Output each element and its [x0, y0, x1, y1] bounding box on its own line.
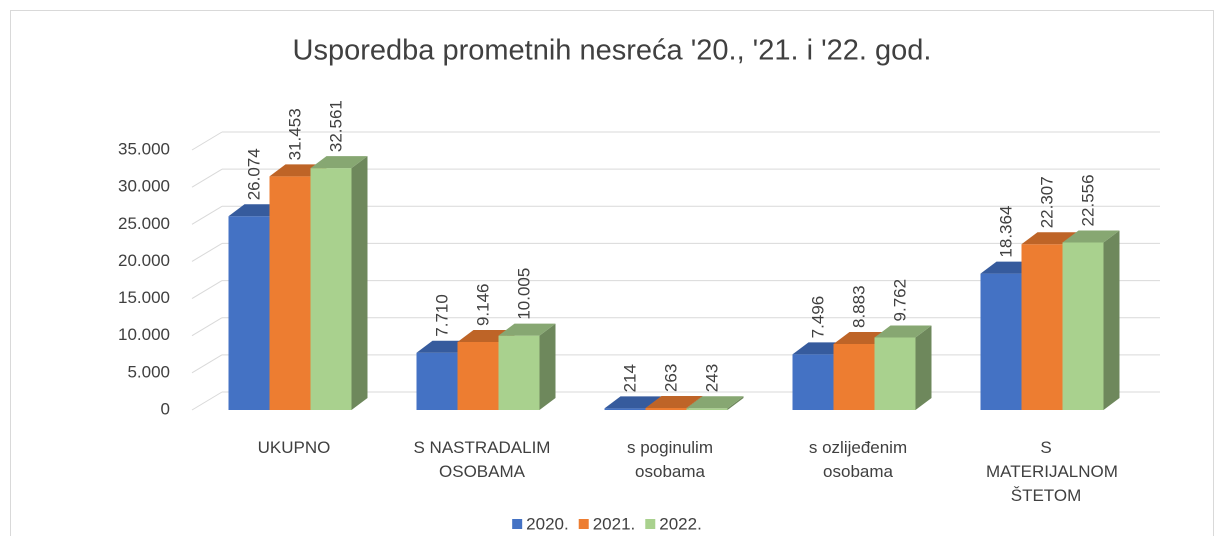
bar-front	[686, 408, 728, 410]
value-label: 18.364	[996, 206, 1015, 258]
bar	[686, 396, 744, 410]
bar-front	[874, 337, 916, 410]
bar-side	[727, 396, 744, 410]
grid-line-side	[191, 242, 223, 262]
value-label: 263	[661, 364, 680, 392]
bar-top	[645, 396, 703, 409]
bar-top	[1062, 230, 1120, 243]
value-label: 32.561	[326, 100, 345, 152]
bar-top	[310, 156, 368, 169]
y-tick-label: 0	[161, 399, 170, 418]
y-tick-label: 10.000	[118, 325, 170, 344]
bar-front	[457, 342, 499, 410]
x-tick-label: s ozlijeđenim osobama	[808, 438, 908, 481]
bar-top	[686, 396, 744, 409]
bar	[874, 325, 932, 410]
bar-front	[1062, 242, 1104, 410]
y-tick-label: 25.000	[118, 214, 170, 233]
value-label: 9.146	[473, 284, 492, 327]
legend-label: 2020.	[526, 514, 569, 533]
grid-line-side	[191, 280, 223, 300]
bar-front	[269, 176, 311, 410]
bar-side	[351, 156, 368, 410]
bar-side	[539, 323, 556, 410]
grid-line-side	[191, 168, 223, 188]
legend-swatch	[578, 519, 589, 529]
grid-line-side	[191, 391, 223, 411]
value-label: 214	[620, 364, 639, 392]
bar-front	[228, 216, 270, 410]
bar-front	[416, 352, 458, 410]
bar-top	[604, 396, 662, 409]
y-tick-label: 15.000	[118, 288, 170, 307]
value-label: 22.556	[1078, 174, 1097, 226]
bar-front	[833, 344, 875, 410]
bar-front	[604, 408, 646, 410]
x-tick-label: S MATERIJALNOM ŠTETOM	[986, 438, 1118, 505]
value-label: 22.307	[1037, 176, 1056, 228]
bar-top	[498, 323, 556, 336]
value-label: 7.710	[432, 294, 451, 337]
y-tick-label: 35.000	[118, 139, 170, 158]
x-tick-label: s poginulim osobama	[627, 438, 713, 481]
value-label: 7.496	[808, 296, 827, 339]
bar-front	[1021, 244, 1063, 410]
x-tick-label: UKUPNO	[257, 438, 331, 457]
y-tick-label: 20.000	[118, 251, 170, 270]
legend-label: 2021.	[593, 514, 636, 533]
value-label: 243	[702, 364, 721, 392]
bar	[1062, 230, 1120, 410]
value-label: 31.453	[285, 108, 304, 160]
grid-line-side	[191, 317, 223, 337]
bar-front	[980, 273, 1022, 410]
bar-front	[498, 335, 540, 410]
x-tick-label: S NASTRADALIM OSOBAMA	[413, 438, 551, 481]
bar-front	[645, 408, 687, 410]
bar-side	[915, 325, 932, 410]
y-tick-label: 5.000	[127, 362, 170, 381]
grid-line-side	[191, 131, 223, 151]
bar-front	[792, 354, 834, 410]
bar-front	[310, 168, 352, 410]
y-tick-label: 30.000	[118, 177, 170, 196]
bar	[498, 323, 556, 410]
chart-title: Usporedba prometnih nesreća '20., '21. i…	[293, 35, 932, 67]
bar-side	[1103, 230, 1120, 410]
value-label: 9.762	[890, 279, 909, 322]
value-label: 26.074	[244, 148, 263, 200]
grid-line-side	[191, 205, 223, 225]
grid-line-side	[191, 354, 223, 374]
legend-label: 2022.	[659, 514, 702, 533]
legend-swatch	[512, 519, 523, 529]
value-label: 8.883	[849, 285, 868, 328]
bar-top	[874, 325, 932, 338]
value-label: 10.005	[514, 268, 533, 320]
legend-swatch	[645, 519, 656, 529]
bar	[310, 156, 368, 410]
